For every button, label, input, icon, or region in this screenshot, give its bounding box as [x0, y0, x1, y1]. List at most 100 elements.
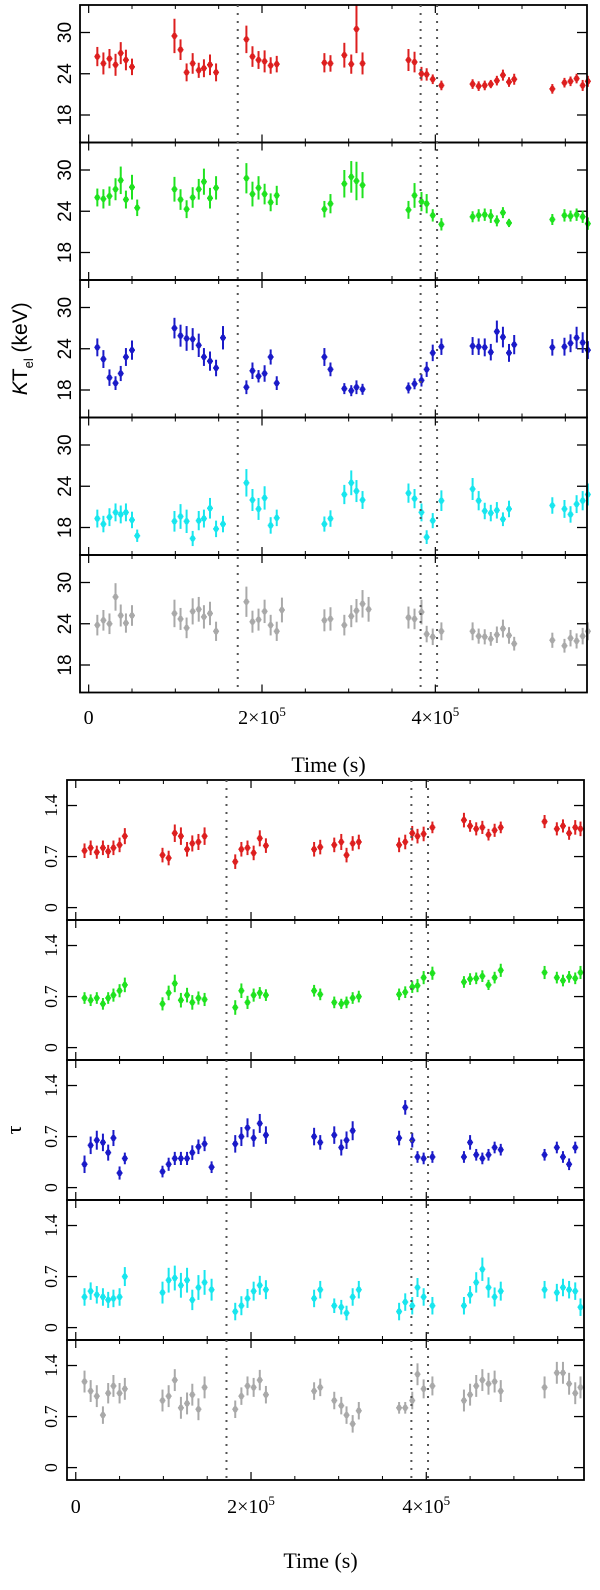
data-marker — [117, 1389, 123, 1397]
kt-point — [94, 614, 101, 636]
data-marker — [213, 69, 219, 76]
data-marker — [554, 825, 560, 833]
data-marker — [338, 1144, 344, 1151]
data-marker — [568, 339, 574, 347]
data-marker — [500, 333, 506, 341]
data-marker — [202, 1384, 208, 1391]
data-marker — [506, 505, 512, 513]
y-tick-label: 30 — [55, 22, 76, 43]
data-marker — [232, 1004, 238, 1011]
data-marker — [506, 632, 512, 639]
data-marker — [172, 1274, 178, 1282]
data-marker — [160, 1289, 166, 1296]
panel-frame — [66, 1339, 585, 1481]
kt-point — [405, 200, 412, 219]
data-marker — [106, 192, 112, 200]
kt-point — [353, 5, 360, 54]
kt-point — [359, 491, 366, 509]
tau-point — [81, 843, 88, 859]
tau-point — [566, 1280, 573, 1299]
data-marker — [415, 1370, 421, 1378]
tau-point — [473, 972, 480, 985]
tau-point — [566, 971, 573, 983]
data-marker — [100, 844, 106, 852]
data-marker — [348, 479, 354, 487]
data-marker — [195, 1405, 201, 1413]
y-tick-label: 0.7 — [41, 1265, 61, 1288]
kt-point — [243, 380, 250, 395]
data-marker — [560, 977, 566, 984]
data-marker — [207, 610, 213, 617]
kt-point — [493, 320, 500, 343]
data-marker — [256, 372, 262, 380]
kt-point — [359, 52, 366, 75]
kt-point — [438, 80, 445, 91]
data-marker — [184, 1276, 190, 1284]
y-tick-label: 24 — [55, 475, 76, 497]
tau-point — [195, 991, 202, 1005]
data-marker — [311, 845, 317, 853]
data-marker — [353, 25, 359, 33]
data-marker — [117, 987, 123, 995]
data-marker — [118, 49, 124, 57]
kt-point — [106, 508, 113, 527]
panel-frame — [79, 416, 588, 556]
data-marker — [251, 1287, 257, 1295]
data-marker — [251, 1384, 257, 1391]
data-marker — [473, 1151, 479, 1159]
data-marker — [171, 185, 177, 193]
data-marker — [479, 1155, 485, 1162]
data-marker — [492, 1293, 498, 1301]
data-marker — [554, 1144, 560, 1151]
kt-point — [106, 613, 113, 635]
data-marker — [94, 1392, 100, 1400]
data-marker — [506, 78, 512, 86]
data-marker — [479, 1376, 485, 1384]
data-marker — [189, 1391, 195, 1398]
tau-point — [184, 841, 191, 857]
data-marker — [321, 617, 327, 624]
data-marker — [409, 1397, 415, 1404]
data-marker — [88, 996, 94, 1004]
y-tick-label: 24 — [55, 63, 76, 85]
data-marker — [129, 63, 135, 71]
data-marker — [100, 1293, 106, 1301]
data-marker — [549, 216, 555, 223]
data-marker — [438, 221, 444, 228]
tau-point — [116, 1383, 123, 1404]
data-marker — [190, 608, 196, 615]
tau-point — [165, 850, 172, 866]
data-marker — [396, 841, 402, 849]
data-marker — [196, 67, 202, 74]
kt-point — [177, 189, 184, 210]
data-marker — [178, 1155, 184, 1162]
kt-point — [106, 186, 113, 206]
data-marker — [402, 1104, 408, 1111]
data-marker — [353, 383, 359, 391]
kt-point — [579, 332, 586, 353]
data-marker — [94, 194, 100, 201]
data-marker — [195, 1143, 201, 1151]
data-marker — [488, 509, 494, 517]
data-marker — [118, 370, 124, 377]
data-marker — [485, 1151, 491, 1159]
data-marker — [430, 212, 436, 219]
kt-point — [129, 511, 135, 529]
data-marker — [110, 1134, 116, 1142]
kt-point — [183, 63, 190, 82]
tau-point — [553, 971, 560, 984]
data-marker — [429, 1382, 435, 1390]
y-tick-label: 18 — [55, 517, 76, 538]
data-marker — [118, 612, 124, 619]
tau-point — [232, 854, 239, 869]
y-tick-label: 18 — [55, 379, 76, 400]
tau-point — [177, 827, 184, 845]
data-marker — [396, 991, 402, 998]
kt-panel-cyan: 18 24 30 — [55, 416, 591, 556]
tau-point — [559, 819, 566, 833]
data-marker — [409, 829, 415, 837]
data-marker — [577, 825, 583, 833]
data-marker — [172, 1155, 178, 1162]
kt-point — [405, 606, 412, 629]
